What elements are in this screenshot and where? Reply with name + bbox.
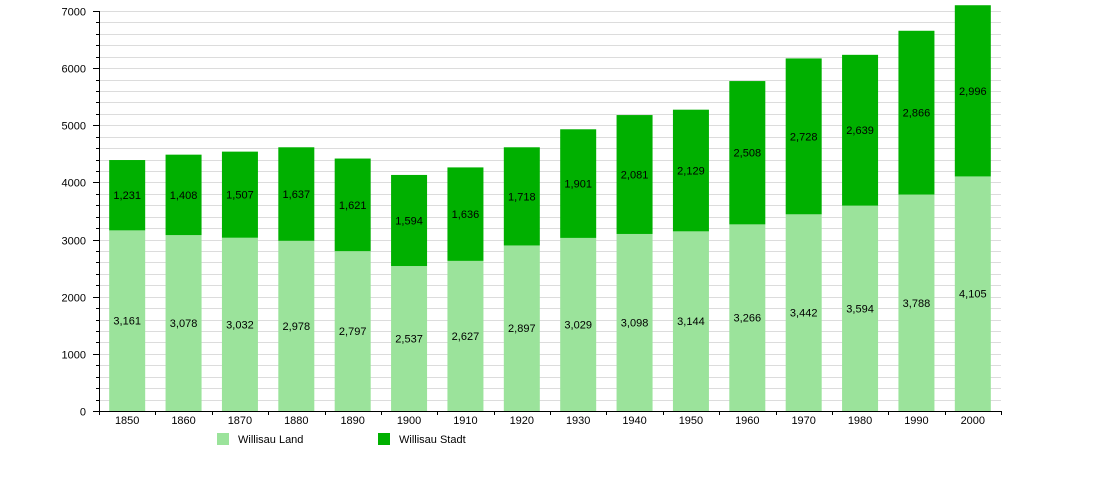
bar-land-1920	[503, 245, 540, 411]
bar-land-1970	[785, 214, 822, 411]
data-label-stadt-1910: 1,636	[452, 209, 480, 221]
data-label-land-1960: 3,266	[734, 313, 762, 325]
x-tick-label-1950: 1950	[679, 415, 703, 427]
bar-stadt-1950	[672, 109, 709, 232]
data-label-land-1870: 3,032	[226, 319, 254, 331]
x-tick-label-1940: 1940	[622, 415, 646, 427]
data-label-stadt-1990: 2,866	[903, 108, 931, 120]
bar-stadt-1870	[221, 151, 258, 238]
data-label-stadt-2000: 2,996	[959, 86, 987, 98]
legend: Willisau Land Willisau Stadt	[217, 433, 466, 446]
bar-land-1880	[278, 240, 315, 411]
x-tick-label-1870: 1870	[228, 415, 252, 427]
x-tick-label-1960: 1960	[735, 415, 759, 427]
bar-land-1910	[447, 260, 484, 411]
data-label-land-1970: 3,442	[790, 308, 818, 320]
x-tick-label-1910: 1910	[453, 415, 477, 427]
y-tick-label-2000: 2000	[62, 293, 86, 305]
data-label-land-1950: 3,144	[677, 316, 705, 328]
bar-stadt-1970	[785, 58, 822, 215]
bar-land-1870	[221, 237, 258, 411]
data-label-stadt-1920: 1,718	[508, 191, 536, 203]
bar-land-1950	[672, 231, 709, 411]
bar-stadt-1850	[109, 160, 146, 231]
bar-stadt-1990	[898, 30, 935, 195]
data-label-stadt-1900: 1,594	[395, 215, 423, 227]
data-label-stadt-1940: 2,081	[621, 170, 649, 182]
y-tick-label-1000: 1000	[62, 350, 86, 362]
y-tick-label-4000: 4000	[62, 178, 86, 190]
bar-land-1990	[898, 194, 935, 411]
y-tick-label-0: 0	[80, 407, 86, 419]
x-tick-label-1880: 1880	[284, 415, 308, 427]
x-tick-label-1890: 1890	[340, 415, 364, 427]
data-label-stadt-1850: 1,231	[113, 190, 141, 202]
bar-land-1940	[616, 233, 653, 411]
y-tick-label-6000: 6000	[62, 64, 86, 76]
data-label-land-1910: 2,627	[452, 331, 480, 343]
data-label-stadt-1930: 1,901	[564, 179, 592, 191]
data-label-stadt-1970: 2,728	[790, 131, 818, 143]
bar-land-1900	[391, 266, 428, 411]
data-label-land-1900: 2,537	[395, 334, 423, 346]
data-label-land-1930: 3,029	[564, 319, 592, 331]
bar-stadt-1860	[165, 154, 202, 236]
x-tick-label-1930: 1930	[566, 415, 590, 427]
x-tick-label-1900: 1900	[397, 415, 421, 427]
y-tick-label-5000: 5000	[62, 121, 86, 133]
data-label-land-1860: 3,078	[170, 318, 198, 330]
bar-stadt-1920	[503, 147, 540, 246]
x-tick-label-2000: 2000	[961, 415, 985, 427]
y-tick-label-7000: 7000	[62, 7, 86, 19]
bar-stadt-1910	[447, 167, 484, 261]
bar-land-1960	[729, 224, 766, 411]
bar-stadt-1880	[278, 147, 315, 241]
data-label-land-1980: 3,594	[846, 303, 874, 315]
data-label-stadt-1860: 1,408	[170, 190, 198, 202]
data-label-stadt-1880: 1,637	[283, 189, 311, 201]
data-label-land-1990: 3,788	[903, 298, 931, 310]
x-tick-label-1980: 1980	[848, 415, 872, 427]
bar-stadt-1940	[616, 115, 653, 234]
x-tick-label-1970: 1970	[791, 415, 815, 427]
data-label-stadt-1950: 2,129	[677, 166, 705, 178]
bar-land-1980	[842, 205, 879, 411]
legend-swatch-willisau-land	[217, 433, 229, 445]
data-label-land-1890: 2,797	[339, 326, 367, 338]
bar-land-1850	[109, 230, 146, 411]
bar-stadt-2000	[954, 5, 991, 177]
legend-label-willisau-land: Willisau Land	[238, 434, 303, 446]
data-label-stadt-1890: 1,621	[339, 200, 367, 212]
data-label-stadt-1980: 2,639	[846, 125, 874, 137]
axes: 1850 1860 1870 1880 1890 1900 1910 1920 1930 1940…	[62, 7, 1002, 427]
bar-land-1930	[560, 237, 597, 411]
bar-stadt-1930	[560, 129, 597, 238]
bar-stadt-1980	[842, 54, 879, 206]
data-label-land-2000: 4,105	[959, 289, 987, 301]
data-label-land-1850: 3,161	[113, 316, 141, 328]
data-label-land-1940: 3,098	[621, 317, 649, 329]
data-labels: 3,161 1,231 3,078 1,408 3,032 1,507 2,978 1,637…	[113, 86, 986, 346]
y-tick-label-3000: 3000	[62, 236, 86, 248]
bar-stadt-1890	[334, 158, 371, 252]
legend-label-willisau-stadt: Willisau Stadt	[399, 434, 466, 446]
data-label-land-1880: 2,978	[283, 321, 311, 333]
bar-stadt-1900	[391, 174, 428, 267]
bar-land-1890	[334, 251, 371, 411]
bar-land-1860	[165, 235, 202, 411]
x-tick-label-1860: 1860	[171, 415, 195, 427]
bars	[109, 5, 991, 411]
data-label-stadt-1960: 2,508	[734, 148, 762, 160]
data-label-stadt-1870: 1,507	[226, 190, 254, 202]
legend-swatch-willisau-stadt	[378, 433, 390, 445]
x-tick-label-1920: 1920	[510, 415, 534, 427]
bar-stadt-1960	[729, 81, 766, 225]
data-label-land-1920: 2,897	[508, 323, 536, 335]
bar-land-2000	[954, 176, 991, 411]
x-tick-label-1990: 1990	[904, 415, 928, 427]
x-tick-label-1850: 1850	[115, 415, 139, 427]
